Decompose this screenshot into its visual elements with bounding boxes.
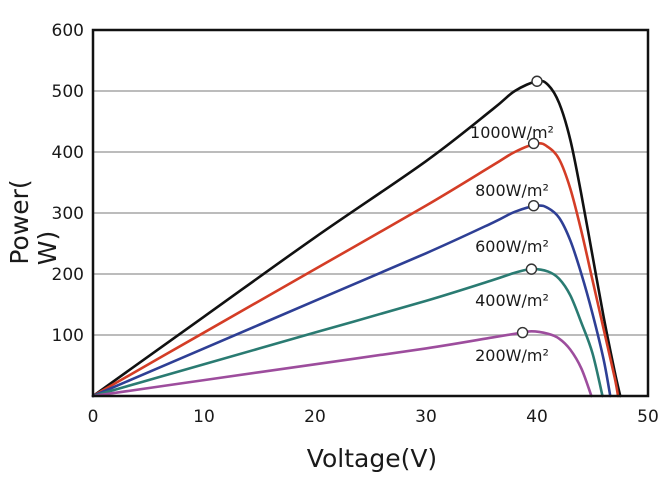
x-axis-title: Voltage(V) — [307, 444, 437, 473]
series-labels: 1000W/m² 800W/m² 600W/m² 400W/m² 200W/m² — [470, 123, 554, 365]
tick-labels: 100 200 300 400 500 600 0 10 20 30 40 50 — [52, 21, 659, 427]
y-axis-title-line2: W) — [33, 231, 62, 265]
gridlines — [93, 90, 648, 336]
y-tick-label: 600 — [52, 21, 84, 41]
x-tick-label: 20 — [304, 407, 326, 427]
series-label-400w-m: 400W/m² — [475, 291, 549, 310]
series-label-1000w-m: 1000W/m² — [470, 123, 554, 142]
y-tick-label: 300 — [52, 204, 84, 224]
series-label-200w-m: 200W/m² — [475, 346, 549, 365]
series-line-200w-m — [91, 330, 593, 398]
series-label-800w-m: 800W/m² — [475, 181, 549, 200]
mpp-marker-200w-m — [516, 326, 529, 339]
mpp-marker-1000w-m — [531, 75, 543, 87]
mpp-marker-400w-m — [525, 263, 538, 275]
x-tick-label: 50 — [637, 407, 659, 427]
x-tick-label: 30 — [415, 407, 437, 427]
y-axis-title-line1: Power( — [5, 179, 34, 264]
x-tick-label: 10 — [193, 407, 215, 427]
y-tick-label: 500 — [52, 82, 84, 102]
y-tick-label: 100 — [52, 326, 84, 346]
y-tick-label: 400 — [52, 143, 84, 163]
series-line-400w-m — [91, 267, 604, 398]
plot-frame — [91, 28, 650, 398]
mpp-markers — [516, 75, 543, 339]
series-line-800w-m — [91, 141, 620, 398]
x-tick-label: 40 — [526, 407, 548, 427]
series-label-600w-m: 600W/m² — [475, 237, 549, 256]
mpp-marker-600w-m — [527, 199, 540, 212]
mpp-marker-800w-m — [527, 137, 540, 150]
y-tick-label: 200 — [52, 265, 84, 285]
x-tick-label: 0 — [88, 407, 99, 427]
